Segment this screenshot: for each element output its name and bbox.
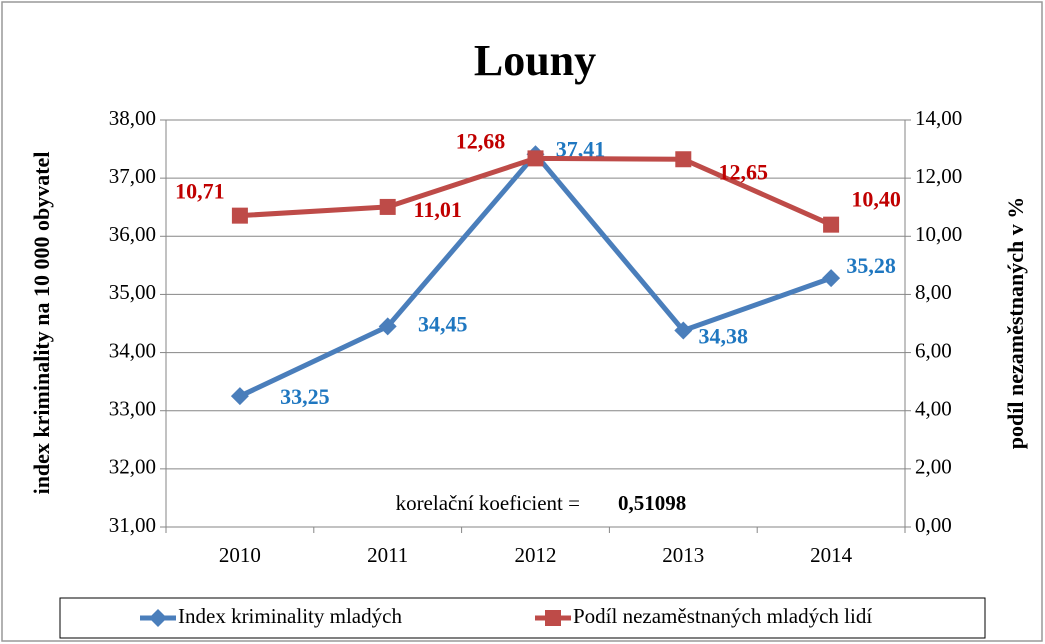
data-label: 34,45 (418, 311, 468, 336)
marker (674, 321, 693, 340)
y2-axis-title: podíl nezaměstnaných v % (1003, 197, 1028, 449)
y-tick-label: 34,00 (109, 338, 156, 362)
marker (822, 269, 841, 288)
legend-label: Podíl nezaměstnaných mladých lidí (573, 604, 872, 628)
y-tick-label: 32,00 (109, 455, 156, 479)
data-label: 10,71 (175, 179, 225, 204)
y-tick-label: 36,00 (109, 222, 156, 246)
y2-tick-label: 10,00 (915, 222, 962, 246)
data-label: 34,38 (699, 324, 749, 349)
x-tick-label: 2012 (515, 543, 557, 567)
marker (379, 198, 396, 215)
y2-tick-label: 4,00 (915, 397, 952, 421)
marker (527, 150, 544, 167)
data-label: 10,40 (851, 187, 901, 212)
data-label: 11,01 (414, 197, 462, 222)
y2-tick-label: 14,00 (915, 106, 962, 130)
marker (823, 216, 840, 233)
data-label: 12,65 (719, 159, 769, 184)
x-tick-label: 2011 (367, 543, 408, 567)
chart-title: Louny (474, 36, 596, 85)
marker (675, 151, 692, 168)
marker (231, 207, 248, 224)
legend-label: Index kriminality mladých (178, 604, 402, 628)
marker (545, 610, 561, 626)
y-tick-label: 35,00 (109, 280, 156, 304)
y2-tick-label: 6,00 (915, 338, 952, 362)
y-tick-label: 31,00 (109, 513, 156, 537)
y2-tick-label: 8,00 (915, 280, 952, 304)
annotation-text: korelační koeficient = (396, 491, 580, 515)
data-label: 12,68 (456, 128, 506, 153)
x-tick-label: 2013 (662, 543, 704, 567)
x-tick-label: 2014 (810, 543, 853, 567)
data-label: 33,25 (280, 384, 330, 409)
annotation-value: 0,51098 (618, 491, 686, 515)
marker (378, 317, 397, 336)
y2-tick-label: 12,00 (915, 164, 962, 188)
y-tick-label: 38,00 (109, 106, 156, 130)
y2-tick-label: 0,00 (915, 513, 952, 537)
marker (149, 609, 167, 627)
x-tick-label: 2010 (219, 543, 261, 567)
y-tick-label: 37,00 (109, 164, 156, 188)
y2-tick-label: 2,00 (915, 455, 952, 479)
y-axis-title: index kriminality na 10 000 obyvatel (29, 152, 54, 495)
marker (230, 387, 249, 406)
data-label: 35,28 (846, 253, 896, 278)
y-tick-label: 33,00 (109, 397, 156, 421)
legend-box (59, 597, 986, 639)
